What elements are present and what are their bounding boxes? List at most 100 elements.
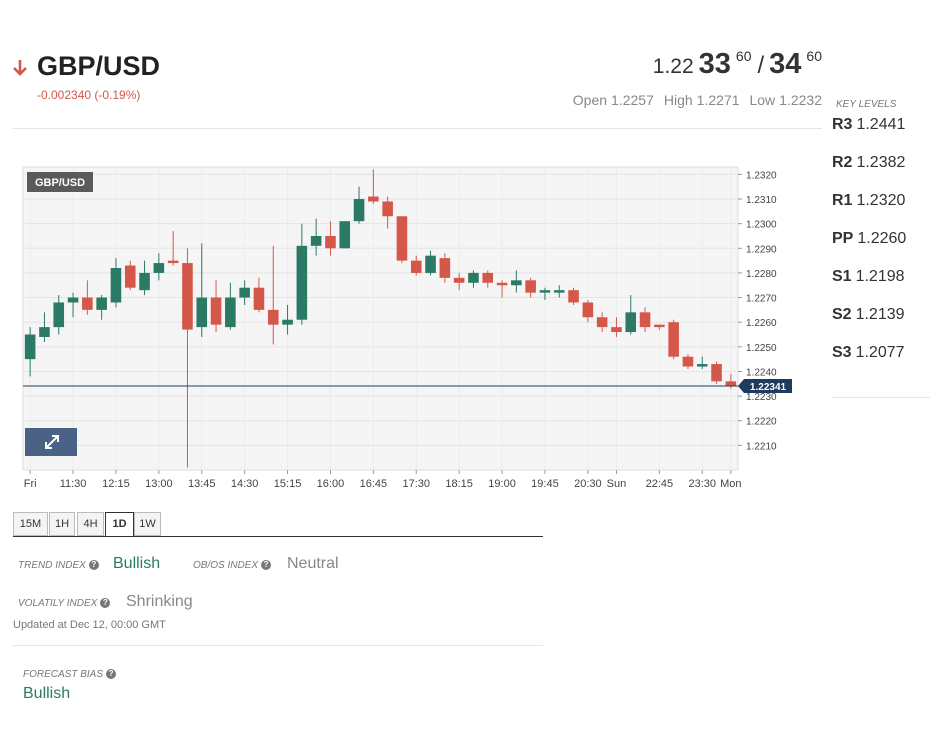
candle-body (625, 312, 637, 333)
separator: / (757, 52, 765, 79)
key-level-value: 1.2139 (855, 306, 905, 323)
candle-body (582, 302, 594, 318)
candle-body (225, 297, 236, 328)
timeframe-tab[interactable]: 4H (77, 512, 104, 536)
x-tick-label: Sun (607, 478, 627, 490)
candle-body (267, 309, 279, 325)
bid-pip: 60 (735, 48, 752, 64)
candle-body (325, 235, 336, 249)
candle-body (282, 319, 293, 325)
stat-value: 1.2271 (696, 92, 740, 108)
candle-body (39, 327, 50, 337)
stat-label: Open (572, 92, 608, 108)
candle-body (396, 216, 408, 261)
timeframe-tab[interactable]: 15M (13, 512, 48, 536)
timeframe-tab[interactable]: 1W (134, 512, 161, 536)
chart: 1.2210 1.2220 1.2230 1.2240 1.2250 1.2260 1.22… (22, 166, 792, 490)
x-tick-label: 14:30 (231, 478, 259, 490)
candle-body (353, 199, 365, 222)
candle-body (568, 290, 579, 303)
key-level: S2 1.2139 (832, 306, 905, 324)
candle-body (468, 272, 479, 283)
key-levels-title: KEY LEVELS (836, 99, 897, 110)
key-level-label: R3 (832, 116, 853, 133)
candle-body (439, 258, 451, 278)
key-level-label: R1 (832, 192, 853, 209)
last-price-tag (738, 378, 792, 393)
x-tick-label: 16:00 (317, 478, 345, 490)
candle-body (139, 272, 150, 291)
y-tick-label: 1.2250 (746, 343, 777, 354)
candle-body (239, 287, 250, 298)
candle-body (711, 364, 722, 382)
y-tick-label: 1.2290 (746, 244, 777, 255)
divider (13, 645, 543, 646)
x-tick-label: 18:15 (445, 478, 473, 490)
candle-body (553, 290, 565, 293)
bid-main: 33 (698, 48, 731, 80)
help-icon[interactable]: ? (261, 560, 272, 571)
stat: High 1.2271 (664, 92, 740, 108)
y-tick-label: 1.2260 (746, 318, 777, 329)
x-tick-label: Fri (24, 478, 37, 490)
key-level: R3 1.2441 (832, 116, 905, 134)
divider (12, 128, 822, 129)
updated: Updated at Dec 12, 00:00 GMT (13, 619, 166, 631)
candle-body (611, 327, 622, 333)
price-quote: 1.22 33 60 / 34 60 (653, 48, 822, 81)
pair-title: GBP/USD (37, 51, 161, 81)
obos-value: Neutral (287, 555, 339, 572)
x-tick-label: Mon (720, 478, 741, 490)
candle-body (525, 280, 536, 293)
candle-body (53, 302, 65, 328)
key-level: S1 1.2198 (832, 268, 905, 286)
candle-body (725, 381, 737, 387)
x-tick-label: 19:45 (531, 478, 559, 490)
label-text: FORECAST BIAS (23, 669, 104, 680)
plot-area (22, 166, 739, 471)
ask-main: 34 (769, 48, 802, 80)
candle-body (539, 290, 551, 293)
x-tick-label: 13:00 (145, 478, 173, 490)
key-level: R2 1.2382 (832, 154, 905, 172)
stat-value: 1.2257 (611, 92, 654, 108)
volatility-value: Shrinking (126, 593, 193, 610)
help-icon[interactable]: ? (88, 560, 99, 571)
x-tick-label: 23:30 (688, 478, 716, 490)
timeframe-tab[interactable]: 1H (49, 512, 75, 536)
candle-body (596, 317, 608, 328)
candle-body (425, 255, 436, 273)
candle-body (682, 356, 694, 367)
y-tick-label: 1.2300 (746, 220, 777, 231)
key-level: S3 1.2077 (832, 344, 905, 362)
legend-chip (27, 172, 93, 192)
candle-body (511, 280, 522, 286)
y-tick-label: 1.2310 (746, 195, 777, 206)
key-level-label: PP (832, 230, 854, 247)
y-tick-label: 1.2320 (746, 170, 777, 181)
help-icon[interactable]: ? (100, 598, 111, 609)
candle-body (24, 334, 36, 360)
timeframe-tab[interactable]: 1D (105, 512, 134, 537)
obos-label: OB/OS INDEX? (193, 560, 272, 571)
last-price-label: 1.22341 (750, 382, 787, 393)
volatility-label: VOLATILY INDEX? (18, 598, 111, 609)
candle-body (124, 265, 136, 288)
candle-body (339, 221, 351, 249)
y-tick-label: 1.2240 (746, 367, 777, 378)
x-tick-label: 15:15 (274, 478, 302, 490)
y-tick-label: 1.2220 (746, 417, 777, 428)
help-icon[interactable]: ? (106, 669, 117, 680)
candle-body (96, 297, 107, 310)
label-text: OB/OS INDEX (193, 560, 259, 571)
candle-body (310, 235, 322, 246)
x-tick-label: 11:30 (60, 478, 87, 490)
down-arrow-icon (13, 60, 27, 76)
candle-body (167, 260, 179, 264)
key-level-label: R2 (832, 154, 853, 171)
y-tick-label: 1.2210 (746, 441, 777, 452)
key-level: R1 1.2320 (832, 192, 905, 210)
key-level-value: 1.2077 (855, 344, 905, 361)
x-tick-label: 22:45 (646, 478, 674, 490)
